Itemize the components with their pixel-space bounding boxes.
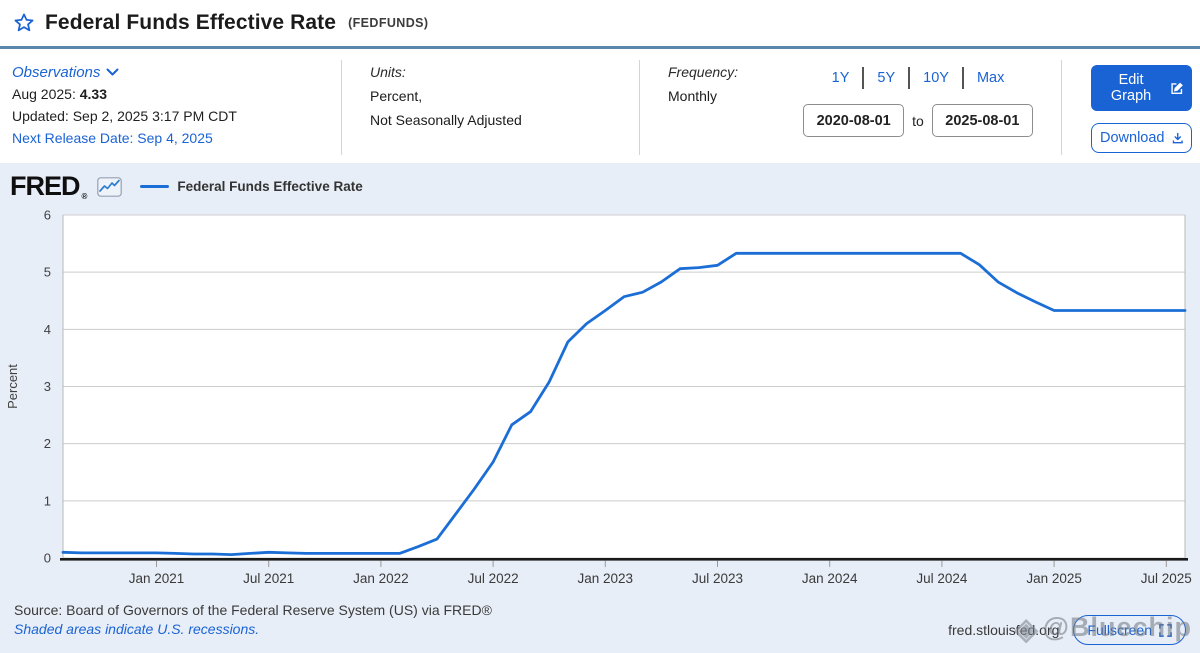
svg-text:Jan 2022: Jan 2022 <box>353 571 409 586</box>
footer-right: fred.stlouisfed.org Fullscreen ◈ @Bluechi… <box>948 599 1191 646</box>
fred-registered-mark: ® <box>81 192 88 201</box>
svg-text:0: 0 <box>44 551 51 566</box>
latest-observation: Aug 2025: 4.33 <box>12 86 107 103</box>
svg-text:Jan 2023: Jan 2023 <box>578 571 634 586</box>
svg-text:6: 6 <box>44 208 51 223</box>
svg-text:4: 4 <box>44 322 51 337</box>
date-range-panel: 1Y 5Y 10Y Max to <box>775 58 1061 163</box>
next-release-link[interactable]: Next Release Date: Sep 4, 2025 <box>12 129 213 146</box>
fullscreen-icon <box>1159 623 1172 637</box>
svg-text:2: 2 <box>44 436 51 451</box>
svg-text:Jul 2025: Jul 2025 <box>1141 571 1192 586</box>
preset-separator <box>862 67 865 89</box>
favorite-star-icon[interactable] <box>13 12 35 34</box>
recessions-link[interactable]: Shaded areas indicate U.S. recessions. <box>14 621 260 638</box>
svg-text:Jan 2021: Jan 2021 <box>129 571 185 586</box>
range-presets: 1Y 5Y 10Y Max <box>831 66 1005 90</box>
start-date-input[interactable] <box>803 104 905 137</box>
chart-section: FRED ® Federal Funds Effective Rate 0 1 2 3… <box>0 163 1200 653</box>
meta-divider <box>341 60 342 155</box>
frequency-label: Frequency: <box>668 64 739 80</box>
title-bar: Federal Funds Effective Rate (FEDFUNDS) <box>0 0 1200 46</box>
download-icon <box>1172 132 1183 143</box>
svg-text:5: 5 <box>44 265 51 280</box>
units-value-line2: Not Seasonally Adjusted <box>370 111 522 128</box>
meta-divider <box>639 60 640 155</box>
series-ticker: (FEDFUNDS) <box>348 16 429 30</box>
range-preset-max[interactable]: Max <box>976 70 1005 86</box>
range-preset-10y[interactable]: 10Y <box>923 70 949 86</box>
fullscreen-button[interactable]: Fullscreen <box>1073 615 1186 645</box>
observations-dropdown[interactable]: Observations <box>12 61 119 84</box>
legend-line-swatch <box>140 184 170 189</box>
svg-text:3: 3 <box>44 379 51 394</box>
svg-text:Jul 2024: Jul 2024 <box>916 571 968 586</box>
meta-row: Observations Aug 2025: 4.33 Updated: Sep… <box>0 49 1200 163</box>
legend-label: Federal Funds Effective Rate <box>177 179 363 194</box>
observations-panel: Observations Aug 2025: 4.33 Updated: Sep… <box>0 58 341 163</box>
end-date-input[interactable] <box>931 104 1033 137</box>
footer-left: Source: Board of Governors of the Federa… <box>14 599 492 645</box>
range-preset-5y[interactable]: 5Y <box>877 70 896 86</box>
source-text: Source: Board of Governors of the Federa… <box>14 602 492 618</box>
edit-graph-button[interactable]: Edit Graph <box>1091 65 1192 111</box>
preset-separator <box>908 67 911 89</box>
svg-text:Jan 2024: Jan 2024 <box>802 571 858 586</box>
svg-text:Jul 2022: Jul 2022 <box>468 571 519 586</box>
series-legend: Federal Funds Effective Rate <box>140 179 363 194</box>
fred-logo: FRED <box>10 171 80 201</box>
to-label: to <box>912 112 924 129</box>
edit-icon <box>1171 82 1183 94</box>
preset-separator <box>961 67 964 89</box>
fedfunds-line-chart[interactable]: 0 1 2 3 4 5 6 Percent Jan 2021 Jul 2021 Jan 2022 Ju… <box>0 203 1200 591</box>
updated-timestamp: Updated: Sep 2, 2025 3:17 PM CDT <box>12 107 237 124</box>
page-title: Federal Funds Effective Rate <box>45 11 337 34</box>
units-value-line1: Percent, <box>370 87 423 104</box>
svg-text:Jan 2025: Jan 2025 <box>1026 571 1082 586</box>
units-label: Units: <box>370 64 406 80</box>
date-range-inputs: to <box>803 104 1033 137</box>
graph-header: FRED ® Federal Funds Effective Rate <box>0 170 1200 203</box>
chevron-down-icon <box>106 68 119 76</box>
line-chart-icon <box>97 176 123 197</box>
header-divider <box>0 46 1200 49</box>
svg-text:Jul 2021: Jul 2021 <box>243 571 294 586</box>
units-panel: Units: Percent, Not Seasonally Adjusted <box>342 58 639 163</box>
range-preset-1y[interactable]: 1Y <box>831 70 850 86</box>
actions-panel: Edit Graph Download <box>1062 58 1200 163</box>
svg-text:Jul 2023: Jul 2023 <box>692 571 743 586</box>
download-button[interactable]: Download <box>1091 123 1192 153</box>
frequency-value: Monthly <box>668 87 718 104</box>
site-url-text: fred.stlouisfed.org <box>948 622 1060 638</box>
frequency-panel: Frequency: Monthly <box>640 58 775 163</box>
svg-text:Percent: Percent <box>5 364 20 409</box>
meta-divider <box>1061 60 1062 155</box>
graph-footer: Source: Board of Governors of the Federa… <box>0 596 1200 646</box>
svg-text:1: 1 <box>44 493 51 508</box>
